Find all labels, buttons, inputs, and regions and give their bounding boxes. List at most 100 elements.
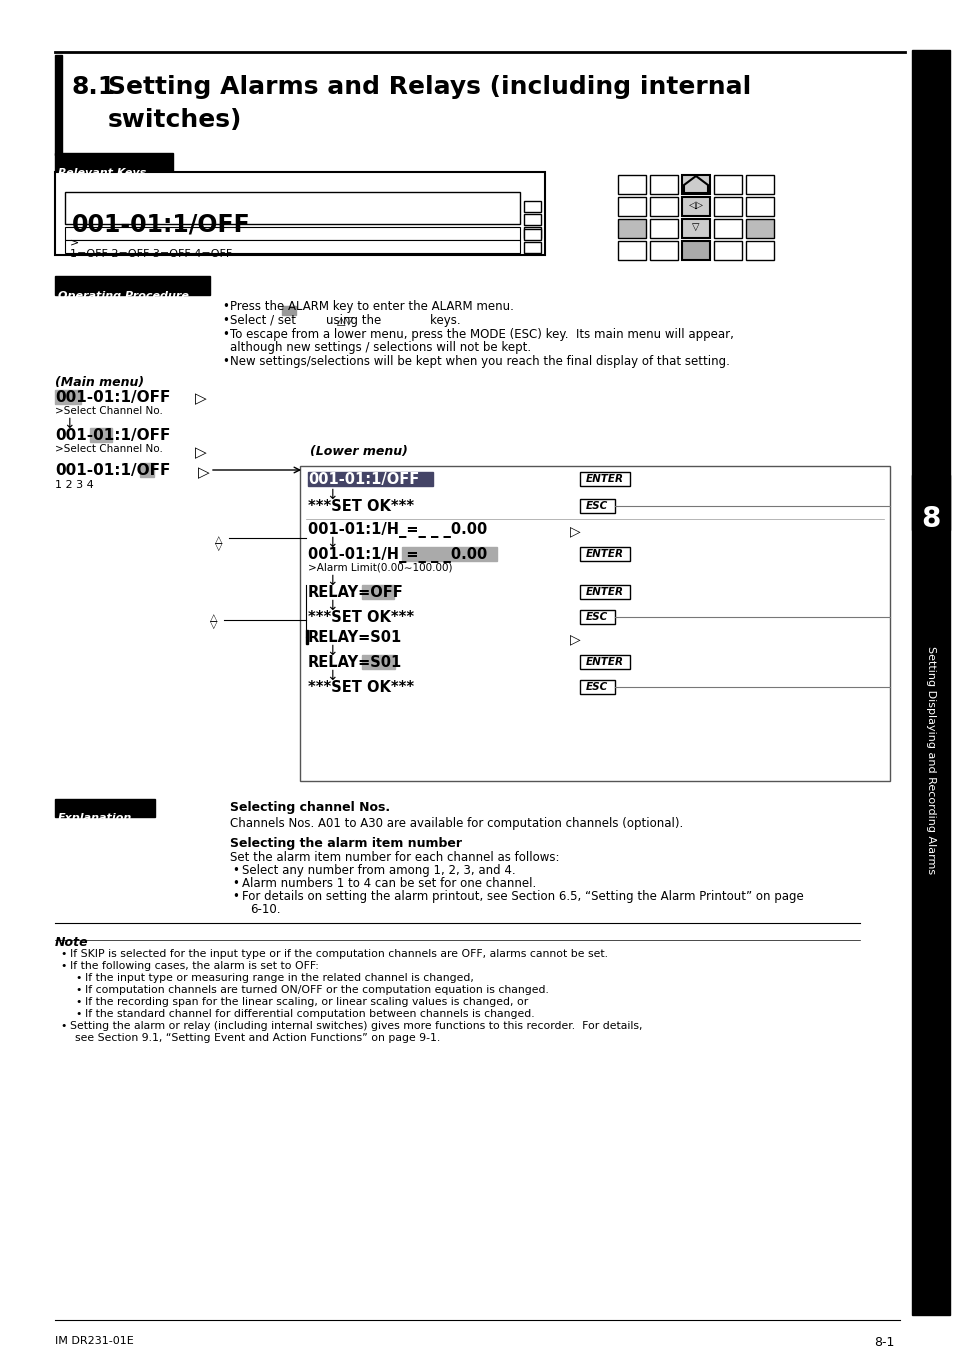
- Text: ESC: ESC: [585, 612, 607, 621]
- Bar: [618, 240, 645, 259]
- Text: ***SET OK***: ***SET OK***: [308, 499, 414, 513]
- Bar: [55, 153, 172, 172]
- Text: △▽: △▽: [336, 315, 354, 326]
- Text: Press the ALARM key to enter the ALARM menu.: Press the ALARM key to enter the ALARM m…: [230, 300, 514, 313]
- Text: Setting the alarm or relay (including internal switches) gives more functions to: Setting the alarm or relay (including in…: [70, 1021, 641, 1031]
- Text: •: •: [222, 328, 229, 340]
- Bar: [282, 305, 295, 315]
- Text: •: •: [60, 1021, 67, 1031]
- Text: ▽: ▽: [210, 620, 217, 630]
- Text: 001-01:1/OFF: 001-01:1/OFF: [55, 428, 171, 443]
- Bar: [579, 585, 629, 598]
- Text: ENTER: ENTER: [585, 657, 623, 667]
- Text: If the input type or measuring range in the related channel is changed,: If the input type or measuring range in …: [85, 973, 474, 984]
- Bar: [140, 463, 153, 477]
- Bar: [579, 680, 615, 694]
- Text: RELAY=S01: RELAY=S01: [308, 655, 402, 670]
- Bar: [65, 192, 519, 224]
- Text: ↓: ↓: [326, 488, 337, 503]
- Text: •: •: [232, 877, 238, 890]
- Text: ENTER: ENTER: [585, 586, 623, 597]
- Bar: [649, 197, 678, 216]
- Bar: [745, 176, 773, 195]
- Bar: [579, 547, 629, 561]
- Bar: [523, 230, 540, 240]
- Bar: [308, 471, 433, 486]
- Text: ▽: ▽: [692, 222, 699, 232]
- Bar: [55, 390, 81, 404]
- Text: ↓: ↓: [63, 417, 74, 431]
- Text: 001-01:1/H_=_ _ _0.00: 001-01:1/H_=_ _ _0.00: [308, 547, 487, 563]
- Bar: [713, 176, 741, 195]
- Bar: [523, 201, 540, 212]
- Text: 1 2 3 4: 1 2 3 4: [55, 480, 93, 490]
- Bar: [299, 466, 889, 781]
- Text: ENTER: ENTER: [585, 549, 623, 559]
- Bar: [649, 240, 678, 259]
- Text: 001-01:1/OFF: 001-01:1/OFF: [308, 471, 418, 486]
- Text: If the standard channel for differential computation between channels is changed: If the standard channel for differential…: [85, 1009, 534, 1019]
- Bar: [681, 240, 709, 259]
- Bar: [618, 197, 645, 216]
- Text: To escape from a lower menu, press the MODE (ESC) key.  Its main menu will appea: To escape from a lower menu, press the M…: [230, 328, 733, 340]
- Text: ↓: ↓: [326, 669, 337, 684]
- Bar: [745, 197, 773, 216]
- Text: >: >: [70, 236, 79, 247]
- Text: If SKIP is selected for the input type or if the computation channels are OFF, a: If SKIP is selected for the input type o…: [70, 948, 607, 959]
- Text: 6-10.: 6-10.: [250, 902, 280, 916]
- Text: •: •: [222, 355, 229, 367]
- Text: Relevant Keys: Relevant Keys: [58, 168, 146, 178]
- Bar: [306, 630, 308, 644]
- Text: Explanation: Explanation: [58, 813, 132, 823]
- Text: IM DR231-01E: IM DR231-01E: [55, 1336, 133, 1346]
- Text: although new settings / selections will not be kept.: although new settings / selections will …: [230, 340, 531, 354]
- Bar: [713, 219, 741, 238]
- Bar: [713, 240, 741, 259]
- Text: RELAY=S01: RELAY=S01: [308, 630, 402, 644]
- Text: 8-1: 8-1: [874, 1336, 894, 1350]
- Text: Selecting the alarm item number: Selecting the alarm item number: [230, 838, 461, 850]
- Bar: [745, 219, 773, 238]
- Text: Select / set        using the             keys.: Select / set using the keys.: [230, 313, 460, 327]
- Text: If the recording span for the linear scaling, or linear scaling values is change: If the recording span for the linear sca…: [85, 997, 528, 1006]
- Text: •: •: [222, 300, 229, 313]
- Text: •: •: [232, 890, 238, 902]
- Text: ↓: ↓: [326, 644, 337, 658]
- Bar: [681, 176, 709, 195]
- Text: (Lower menu): (Lower menu): [310, 444, 408, 458]
- Text: ↓: ↓: [326, 598, 337, 613]
- Bar: [55, 798, 154, 817]
- Bar: [911, 476, 949, 530]
- Text: New settings/selections will be kept when you reach the final display of that se: New settings/selections will be kept whe…: [230, 355, 729, 367]
- Bar: [911, 50, 949, 1315]
- Text: •: •: [232, 865, 238, 877]
- Text: ▷: ▷: [194, 444, 207, 459]
- Bar: [579, 611, 615, 624]
- Bar: [65, 240, 519, 253]
- Bar: [55, 55, 62, 155]
- Text: ***SET OK***: ***SET OK***: [308, 680, 414, 694]
- Bar: [681, 197, 709, 216]
- Text: 1=OFF 2=OFF 3=OFF 4=OFF: 1=OFF 2=OFF 3=OFF 4=OFF: [70, 249, 232, 259]
- Bar: [745, 240, 773, 259]
- Text: •: •: [60, 961, 67, 971]
- Bar: [65, 227, 519, 240]
- Text: ▽: ▽: [214, 542, 222, 553]
- Bar: [618, 176, 645, 195]
- Bar: [713, 197, 741, 216]
- Text: Note: Note: [55, 936, 89, 948]
- Text: •: •: [75, 973, 81, 984]
- Text: ESC: ESC: [585, 682, 607, 692]
- Text: Operating Procedure: Operating Procedure: [58, 290, 189, 301]
- Text: (Main menu): (Main menu): [55, 376, 144, 389]
- Text: △: △: [214, 535, 222, 544]
- Text: Setting Alarms and Relays (including internal: Setting Alarms and Relays (including int…: [108, 76, 750, 99]
- Text: ▷: ▷: [569, 632, 580, 646]
- Text: see Section 9.1, “Setting Event and Action Functions” on page 9-1.: see Section 9.1, “Setting Event and Acti…: [75, 1034, 439, 1043]
- Text: 001-01:1/OFF: 001-01:1/OFF: [71, 213, 251, 236]
- Bar: [523, 213, 540, 226]
- Bar: [55, 172, 544, 255]
- Bar: [579, 499, 615, 513]
- Text: Channels Nos. A01 to A30 are available for computation channels (optional).: Channels Nos. A01 to A30 are available f…: [230, 817, 682, 830]
- Bar: [681, 219, 709, 238]
